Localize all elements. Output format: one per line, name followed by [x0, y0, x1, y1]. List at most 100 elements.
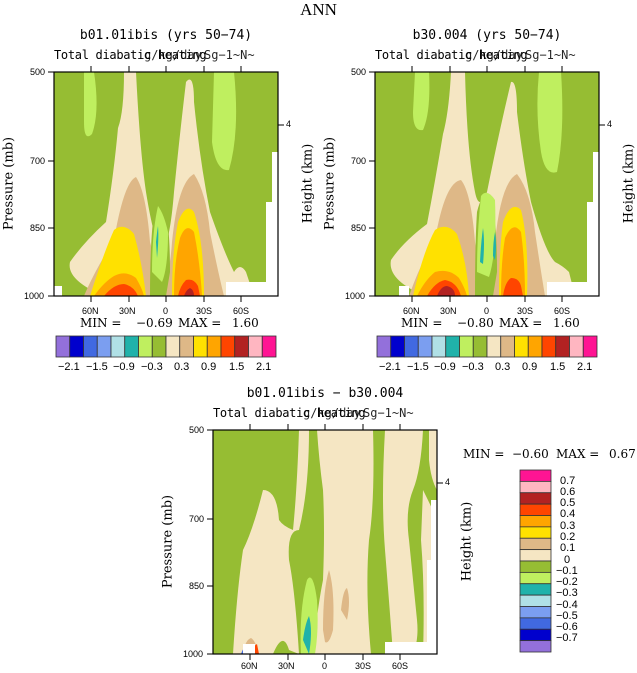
colorbar-box [83, 335, 98, 358]
panel2-ytick-right-4: 4 [607, 119, 613, 129]
panel1-min-label: MIN = [80, 316, 122, 330]
panel2-ytick-850: 850 [351, 223, 367, 233]
colorbar-box [165, 335, 181, 358]
contour-region [341, 588, 349, 620]
contour-region [152, 206, 168, 282]
colorbar-box [514, 335, 529, 358]
cb-label: −0.6 [556, 621, 578, 633]
cb-label: −2.1 [58, 361, 80, 373]
colorbar-box [459, 335, 474, 358]
panel3-overlay-title: Sg−1~N~ [363, 406, 414, 420]
contour-region [104, 284, 138, 296]
panel3-min-value: −0.60 [512, 447, 549, 461]
colorbar-box [582, 335, 598, 358]
panel1-colorbar [55, 335, 277, 358]
contour-region [174, 228, 202, 296]
cb-label: −0.4 [556, 599, 578, 611]
panel2-xtick: 60S [554, 306, 571, 316]
cb-label: 2.1 [577, 361, 593, 373]
panel1-max-label: MAX = [178, 316, 222, 330]
panel2-min-label: MIN = [401, 316, 443, 330]
colorbar-box [472, 335, 488, 358]
contour-region [480, 228, 484, 264]
missing-region [547, 282, 599, 296]
cb-label: −1.5 [407, 361, 429, 373]
contour-region [493, 232, 496, 260]
contour-region [233, 430, 309, 654]
panel3-ytick-850: 850 [189, 581, 205, 591]
colorbar-box [390, 335, 405, 358]
panel2-left-title: Total diabatic heating [375, 48, 528, 62]
cb-label: −0.3 [141, 361, 163, 373]
colorbar-box [519, 560, 552, 573]
contour-region [323, 570, 334, 643]
missing-region [243, 644, 255, 654]
cb-label: −0.9 [434, 361, 456, 373]
missing-region [427, 560, 437, 654]
colorbar-box [519, 469, 552, 482]
colorbar-box [541, 335, 557, 358]
colorbar-box [206, 335, 222, 358]
colorbar-box [179, 335, 194, 358]
panel2-min-value: −0.80 [457, 316, 494, 330]
panel1-units-title: g/kg/day [144, 48, 202, 62]
cb-label: −0.5 [556, 610, 578, 622]
panel1-ytick-1000: 1000 [24, 291, 45, 301]
colorbar-box [220, 335, 236, 358]
colorbar-box [261, 335, 277, 358]
colorbar-box [193, 335, 208, 358]
colorbar-box [555, 335, 570, 358]
cb-label: 0.4 [560, 508, 576, 520]
panel1-ytick-500: 500 [30, 67, 46, 77]
colorbar-box [234, 335, 249, 358]
panel2-plot [374, 71, 600, 297]
panel3-units-title: g/kg/day [303, 406, 361, 420]
colorbar-box [519, 537, 552, 551]
colorbar-box [110, 335, 126, 358]
contour-region [156, 226, 159, 258]
contour-region [437, 286, 455, 296]
contour-region [184, 288, 194, 296]
panel1-plot [53, 71, 279, 297]
missing-region [399, 286, 409, 296]
contour-region [84, 72, 97, 137]
panel1-xtick: 30N [119, 306, 136, 316]
cb-label: 0.1 [560, 542, 576, 554]
panel3-axes [207, 424, 443, 660]
panel3-ylabel: Pressure (mb) [160, 494, 176, 589]
panel2-xtick: 30N [440, 306, 457, 316]
colorbar-box [486, 335, 502, 358]
panel3-xtick: 60S [392, 661, 409, 671]
colorbar-box [376, 335, 392, 358]
colorbar-box [527, 335, 543, 358]
panel3-plot [212, 429, 438, 655]
missing-region [266, 202, 278, 296]
cb-label: 0.2 [560, 531, 576, 543]
contour-region [178, 279, 200, 296]
panel3-colorbar [519, 469, 552, 653]
panel3-left-title: Total diabatic heating [213, 406, 366, 420]
contour-region [383, 430, 423, 654]
cb-label: 0.6 [560, 486, 576, 498]
cb-label: 1.5 [550, 361, 566, 373]
panel2-colorbar [376, 335, 598, 358]
colorbar-box [138, 335, 153, 358]
cb-label: 2.1 [256, 361, 272, 373]
panel2-ytick-500: 500 [351, 67, 367, 77]
missing-region [385, 642, 437, 654]
panel3-ylabel-right: Height (km) [459, 501, 475, 582]
panel3-xtick: 60N [241, 661, 258, 671]
contour-region [429, 430, 437, 490]
panel1-xtick: 60S [233, 306, 250, 316]
colorbar-box [519, 526, 552, 539]
contour-region [413, 72, 430, 131]
cb-label: 0.3 [495, 361, 511, 373]
panel2-overlay-title: Sg−1~N~ [525, 48, 576, 62]
contour-region [212, 72, 237, 171]
panel2-xtick: 30S [517, 306, 534, 316]
panel3-title: b01.01ibis − b30.004 [246, 386, 404, 401]
colorbar-box [519, 594, 552, 607]
colorbar-box [151, 335, 167, 358]
contour-region [501, 227, 525, 296]
panel3-xtick: 0 [322, 661, 328, 671]
